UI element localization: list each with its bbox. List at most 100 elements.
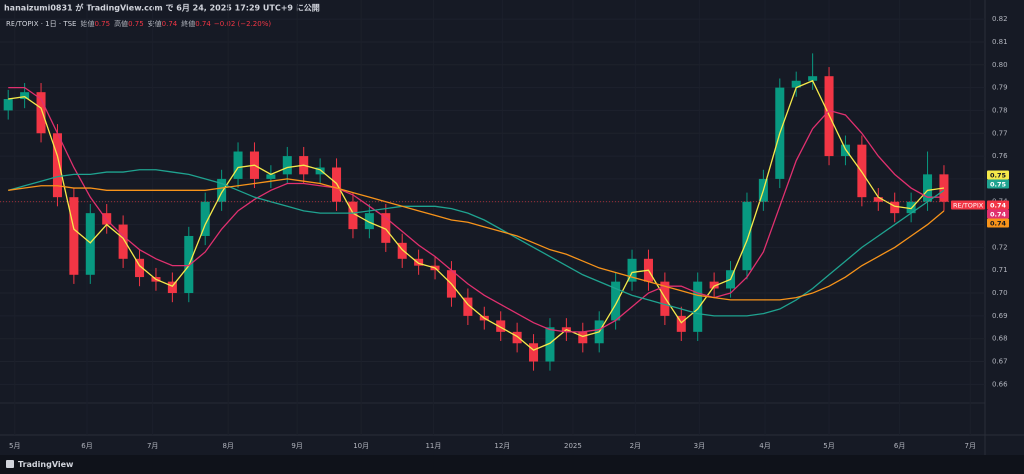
price-badge-label: 0.74 [990, 211, 1007, 219]
y-tick-label: 0.81 [992, 38, 1008, 46]
x-tick-label: 3月 [694, 442, 705, 450]
price-badge-label: 0.74 [990, 202, 1007, 210]
footer-brand: TradingView [18, 460, 74, 469]
price-badge-label: 0.75 [990, 181, 1007, 189]
candle-body [890, 201, 900, 214]
y-tick-label: 0.71 [992, 266, 1008, 274]
x-tick-label: 8月 [222, 442, 233, 450]
legend-label: 高値 [114, 19, 128, 28]
candle-body [529, 343, 539, 362]
candle-body [627, 258, 637, 282]
y-tick-label: 0.72 [992, 243, 1008, 251]
candle-body [693, 281, 703, 332]
legend-value: 0.75 [94, 20, 110, 28]
legend-symbol: RE/TOPIX · 1日 · TSE [6, 20, 76, 28]
candle-body [463, 297, 473, 316]
x-tick-label: 10月 [353, 442, 369, 450]
candle-body [709, 281, 719, 289]
candle-body [315, 167, 325, 175]
candle-body [102, 213, 112, 225]
candle-body [85, 213, 95, 275]
x-tick-label: 2月 [630, 442, 641, 450]
candle-body [20, 92, 30, 100]
x-tick-label: 7月 [147, 442, 158, 450]
y-tick-label: 0.77 [992, 129, 1008, 137]
price-badge [987, 200, 1009, 210]
y-tick-label: 0.76 [992, 152, 1008, 160]
x-tick-label: 12月 [494, 442, 510, 450]
candle-body [282, 156, 292, 175]
x-tick-label: 11月 [425, 442, 441, 450]
candle-body [578, 331, 588, 344]
candle-body [3, 99, 13, 111]
candle-body [512, 331, 522, 344]
moving-average-line [8, 86, 944, 333]
moving-average-line [8, 169, 945, 317]
legend-value: 0.74 [195, 20, 211, 28]
footer-logo: TradingView [6, 460, 74, 469]
footer-bar [0, 455, 1024, 474]
candle-body [200, 201, 210, 236]
candle-body [873, 197, 883, 202]
y-tick-label: 0.70 [992, 289, 1008, 297]
candle-body [791, 80, 801, 88]
candle-body [923, 174, 933, 202]
x-tick-label: 5月 [823, 442, 834, 450]
y-tick-label: 0.67 [992, 358, 1008, 366]
candle-body [69, 197, 79, 275]
candle-body [545, 327, 555, 362]
x-tick-label: 6月 [81, 442, 92, 450]
x-tick-label: 7月 [964, 442, 975, 450]
candle-body [397, 242, 407, 259]
candle-body [348, 201, 358, 230]
candle-body [233, 151, 243, 179]
candle-body [135, 258, 145, 278]
x-tick-label: 5月 [9, 442, 20, 450]
logo-icon [6, 460, 14, 468]
x-tick-label: 2025 [564, 442, 582, 450]
candle-body [611, 281, 621, 321]
badge-name-bg [951, 200, 985, 210]
y-tick-label: 0.78 [992, 106, 1008, 114]
moving-average-line [8, 79, 945, 351]
candle-body [36, 92, 46, 134]
price-badge [987, 170, 1009, 180]
moving-average-line [8, 178, 945, 301]
price-badge [987, 218, 1009, 228]
candle-body [857, 144, 867, 198]
badge-name: RE/TOPIX [953, 202, 984, 210]
price-badge [987, 179, 1009, 189]
candle-body [840, 144, 850, 157]
y-tick-label: 0.79 [992, 84, 1008, 92]
candle-body [364, 213, 374, 230]
candle-body [742, 201, 752, 271]
legend-value: 0.75 [128, 20, 144, 28]
legend: RE/TOPIX · 1日 · TSE始値0.75高値0.75安値0.74終値0… [6, 19, 271, 28]
price-badge [987, 209, 1009, 219]
candle-body [167, 281, 177, 294]
candle-body [52, 133, 62, 198]
price-badge-label: 0.75 [990, 172, 1007, 180]
candle-body [118, 224, 128, 259]
y-tick-label: 0.80 [992, 61, 1008, 69]
candle-body [808, 76, 818, 81]
x-tick-label: 4月 [759, 442, 770, 450]
x-tick-label: 6月 [894, 442, 905, 450]
candle-body [217, 178, 227, 202]
legend-label: 終値 [181, 19, 195, 28]
y-tick-label: 0.68 [992, 335, 1008, 343]
candle-body [676, 315, 686, 332]
legend-change: −0.02 (−2.20%) [214, 20, 272, 28]
x-tick-label: 9月 [291, 442, 302, 450]
header-title: hanaizumi0831 が TradingView.com で 6月 24,… [4, 3, 320, 13]
candle-body [496, 320, 506, 332]
y-tick-label: 0.82 [992, 15, 1008, 23]
legend-label: 安値 [148, 19, 162, 28]
candle-body [414, 258, 424, 266]
y-tick-label: 0.66 [992, 380, 1008, 388]
legend-value: 0.74 [162, 20, 178, 28]
y-tick-label: 0.69 [992, 312, 1008, 320]
price-badge-label: 0.74 [990, 220, 1007, 228]
